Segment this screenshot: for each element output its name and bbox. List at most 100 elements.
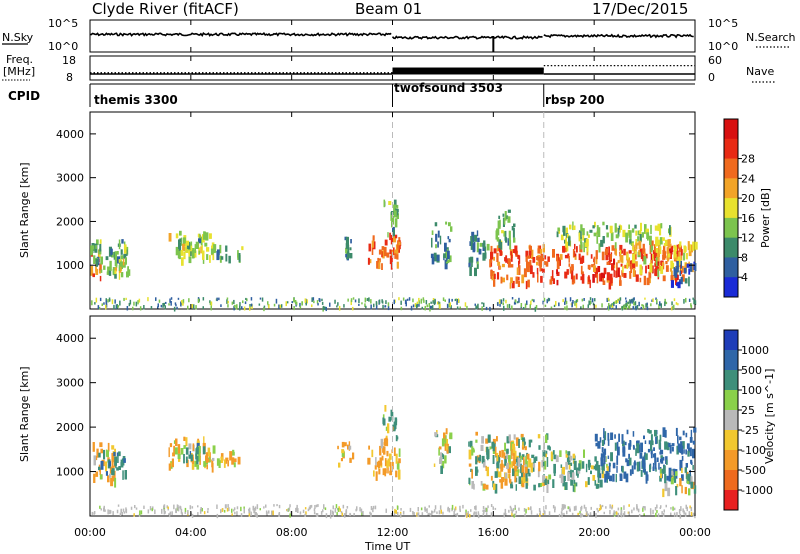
nave-label: Nave xyxy=(746,65,774,78)
power-patch-6 xyxy=(216,244,231,264)
velocity-patch-9 xyxy=(468,431,554,494)
nsky-trace xyxy=(89,32,694,52)
power-colorbar-tick-3: 16 xyxy=(741,212,755,225)
power-plot xyxy=(90,112,698,312)
velocity-colorbar-tick-7: -1000 xyxy=(741,484,773,497)
xtick-label-4: 16:00 xyxy=(477,526,509,539)
nave-tick-bottom: 0 xyxy=(708,71,715,84)
power-colorbar-swatch-5 xyxy=(724,217,738,239)
cpid-segment-rbsp: rbsp 200 xyxy=(545,93,604,107)
freq-trace xyxy=(90,64,695,75)
velocity-colorbar-frame xyxy=(723,329,739,511)
velocity-colorbar-tick-5: -100 xyxy=(741,444,766,457)
velocity-colorbar-tick-2: 100 xyxy=(741,384,762,397)
nsky-segment-0 xyxy=(89,32,392,37)
velocity-patch-13 xyxy=(659,467,697,498)
nsearch-tick-top: 10^5 xyxy=(708,17,738,30)
freq-label: Freq. xyxy=(6,53,33,66)
nsky-tick-bottom: 10^0 xyxy=(48,40,78,53)
cpid-segment-themis: themis 3300 xyxy=(94,93,178,107)
power-colorbar-swatch-3 xyxy=(724,178,738,199)
velocity-colorbar-tick-6: -500 xyxy=(741,464,766,477)
xtick-label-3: 12:00 xyxy=(377,526,409,539)
xtick-label-0: 00:00 xyxy=(74,526,106,539)
velocity-colorbar-swatch-1 xyxy=(724,350,738,371)
velocity-colorbar-tick-4: -25 xyxy=(741,424,759,437)
velocity-colorbar-swatch-8 xyxy=(724,490,738,511)
power-colorbar-label: Power [dB] xyxy=(759,188,772,248)
power-colorbar-swatch-6 xyxy=(724,237,738,258)
velocity-colorbar-swatch-6 xyxy=(724,450,738,471)
power-patch-17 xyxy=(619,239,698,278)
power-patch-18 xyxy=(670,260,697,289)
nsearch-tick-bottom: 10^0 xyxy=(708,40,738,53)
figure-date: 17/Dec/2015 xyxy=(592,0,688,18)
power-patch-10 xyxy=(383,199,399,238)
velocity-colorbar: 1000 500 100 25 -25 -100 -500 -1000 xyxy=(723,329,773,511)
velocity-colorbar-swatch-5 xyxy=(724,430,738,451)
power-colorbar: 4 8 12 16 20 24 28 xyxy=(723,118,755,298)
power-colorbar-swatch-0 xyxy=(724,119,738,140)
nsky-segment-1 xyxy=(391,35,543,40)
freq-segment-1 xyxy=(392,67,544,75)
time-axis-label: Time UT xyxy=(364,540,410,553)
power-ytick-label-2: 3000 xyxy=(56,172,84,185)
nave-tick-top: 60 xyxy=(708,54,722,67)
power-patch-3 xyxy=(112,258,131,278)
power-patch-5 xyxy=(178,238,201,259)
power-colorbar-swatch-4 xyxy=(724,198,738,219)
power-patch-11 xyxy=(430,221,453,270)
power-ytick-label-1: 2000 xyxy=(56,215,84,228)
velocity-patch-1 xyxy=(98,449,127,480)
power-colorbar-tick-1: 8 xyxy=(741,251,748,264)
xtick-label-2: 08:00 xyxy=(276,526,308,539)
power-patch-7 xyxy=(237,246,244,263)
velocity-patch-7 xyxy=(382,405,399,446)
power-patch-9 xyxy=(367,232,402,270)
nsky-segment-2 xyxy=(543,33,694,39)
power-patch-14 xyxy=(495,209,516,250)
nsearch-label: N.Search xyxy=(746,31,796,44)
velocity-patch-8 xyxy=(433,428,453,474)
power-colorbar-tick-0: 4 xyxy=(741,271,748,284)
velocity-colorbar-swatch-0 xyxy=(724,330,738,351)
cpid-segment-twofsound: twofsound 3503 xyxy=(394,81,503,95)
power-colorbar-swatch-2 xyxy=(724,158,738,179)
power-panel-frame xyxy=(89,111,696,310)
velocity-colorbar-swatch-2 xyxy=(724,370,738,391)
freq-unit-label: [MHz] xyxy=(3,65,35,78)
velocity-colorbar-tick-1: 500 xyxy=(741,364,762,377)
velocity-colorbar-swatch-3 xyxy=(724,390,738,411)
power-patch-2 xyxy=(90,239,129,271)
power-colorbar-swatch-1 xyxy=(724,138,738,160)
velocity-y-axis: 1000 2000 3000 4000 xyxy=(56,332,695,479)
nsky-label: N.Sky xyxy=(2,31,34,44)
freq-tick-top: 18 xyxy=(62,54,76,67)
power-ylabel: Slant Range [km] xyxy=(18,162,31,258)
velocity-colorbar-tick-0: 1000 xyxy=(741,344,769,357)
power-colorbar-tick-5: 24 xyxy=(741,172,755,185)
velocity-colorbar-swatch-4 xyxy=(724,410,738,431)
velocity-ytick-label-0: 1000 xyxy=(56,466,84,479)
velocity-patch-4 xyxy=(216,449,241,468)
velocity-colorbar-swatch-7 xyxy=(724,470,738,491)
xtick-label-5: 20:00 xyxy=(578,526,610,539)
power-patch-12 xyxy=(468,230,490,277)
power-patch-4 xyxy=(168,230,217,266)
power-colorbar-tick-2: 12 xyxy=(741,232,755,245)
velocity-plot xyxy=(91,316,697,519)
velocity-colorbar-tick-3: 25 xyxy=(741,404,755,417)
power-colorbar-tick-6: 28 xyxy=(741,153,755,166)
power-ytick-label-3: 4000 xyxy=(56,128,84,141)
velocity-ylabel: Slant Range [km] xyxy=(18,366,31,462)
time-axis: 00:00 04:00 08:00 12:00 16:00 20:00 00:00 xyxy=(74,20,711,539)
velocity-ytick-label-3: 4000 xyxy=(56,332,84,345)
xtick-label-1: 04:00 xyxy=(175,526,207,539)
power-y-axis: 1000 2000 3000 4000 xyxy=(56,128,695,272)
cpid-markers xyxy=(89,84,545,107)
xtick-label-6: 00:00 xyxy=(679,526,711,539)
freq-tick-bottom: 8 xyxy=(66,71,73,84)
power-ytick-label-0: 1000 xyxy=(56,259,84,272)
cpid-label: CPID xyxy=(8,89,40,103)
